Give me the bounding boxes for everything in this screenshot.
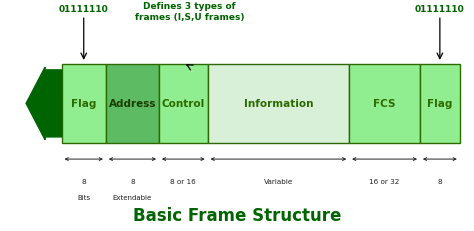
Text: Basic Frame Structure: Basic Frame Structure xyxy=(133,206,341,224)
Bar xyxy=(349,65,420,143)
Text: Variable: Variable xyxy=(264,178,293,184)
Text: 8: 8 xyxy=(130,178,135,184)
Text: 8 or 16: 8 or 16 xyxy=(171,178,196,184)
Text: Bits: Bits xyxy=(77,194,91,200)
Text: Information: Information xyxy=(244,99,313,109)
Text: Defines 3 types of
frames (I,S,U frames): Defines 3 types of frames (I,S,U frames) xyxy=(135,2,245,22)
Bar xyxy=(106,65,159,143)
Text: Extendable: Extendable xyxy=(113,194,152,200)
FancyArrow shape xyxy=(26,68,62,140)
Text: Flag: Flag xyxy=(427,99,453,109)
Text: Flag: Flag xyxy=(71,99,96,109)
Text: 8: 8 xyxy=(82,178,86,184)
Text: FCS: FCS xyxy=(374,99,396,109)
Text: 8: 8 xyxy=(438,178,442,184)
Text: 01111110: 01111110 xyxy=(415,5,465,14)
Bar xyxy=(159,65,208,143)
Text: Control: Control xyxy=(162,99,205,109)
Text: Address: Address xyxy=(109,99,156,109)
Bar xyxy=(208,65,349,143)
Bar xyxy=(420,65,460,143)
Text: 16 or 32: 16 or 32 xyxy=(369,178,400,184)
Bar xyxy=(62,65,106,143)
Text: 01111110: 01111110 xyxy=(59,5,109,14)
